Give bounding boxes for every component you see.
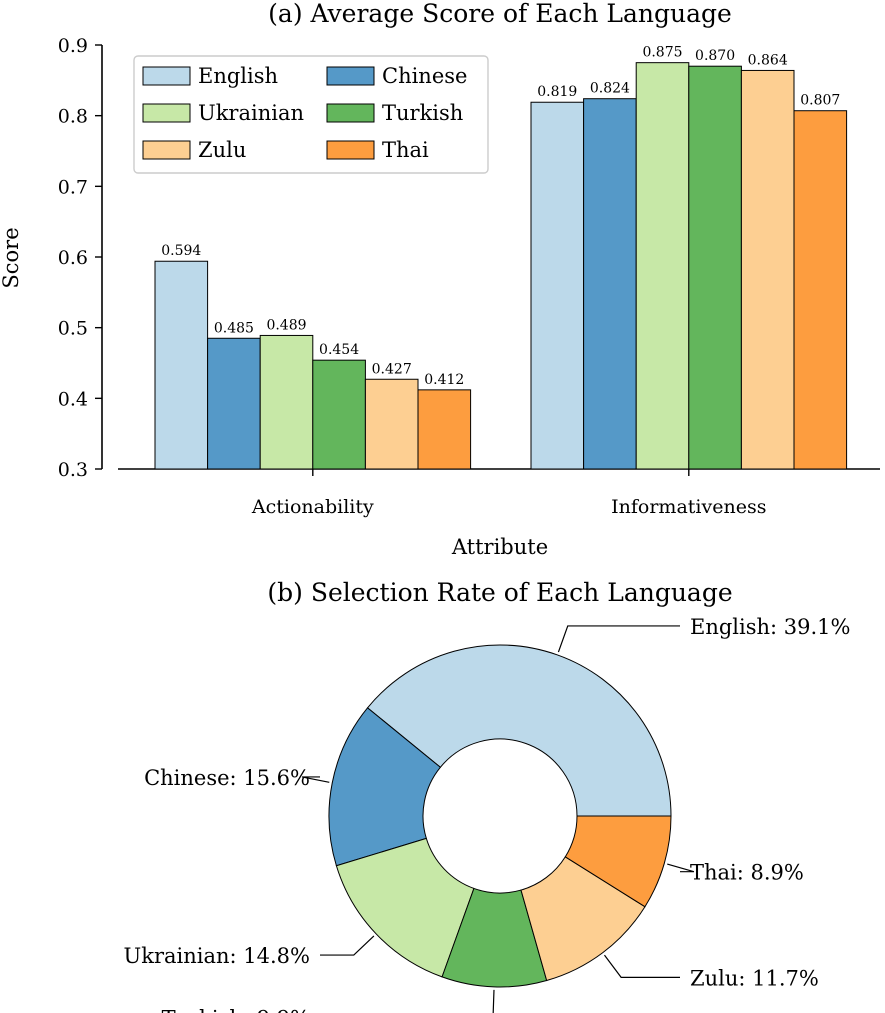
pie-slice-label: Turkish: 9.9%	[162, 1007, 310, 1013]
pie-slice	[366, 644, 672, 817]
bar	[312, 359, 366, 470]
x-tick-label: Informativeness	[611, 496, 766, 518]
pie-slice	[328, 707, 442, 867]
bar-value-label: 0.454	[319, 342, 359, 358]
legend-swatch	[326, 66, 375, 86]
bar-value-label: 0.807	[800, 93, 840, 109]
bar-value-label: 0.427	[372, 361, 412, 377]
bar-value-label: 0.412	[424, 372, 464, 388]
legend: English Chinese Ukrainian Turkish Zulu Thai	[133, 55, 489, 174]
legend-label: Ukrainian	[198, 101, 304, 125]
legend-label: Zulu	[198, 138, 246, 162]
pie-slices	[328, 644, 672, 988]
legend-label: English	[198, 64, 278, 88]
bar-value-label: 0.864	[748, 52, 788, 68]
y-tick-label: 0.9	[58, 35, 88, 57]
bar	[688, 65, 742, 470]
y-tick-label: 0.3	[58, 459, 88, 481]
bar	[154, 260, 209, 470]
legend-label: Chinese	[382, 64, 467, 88]
bar-value-labels: 0.594 0.485 0.489 0.454 0.427 0.412 0.819 0.824…	[161, 45, 840, 388]
legend-frame	[133, 55, 489, 174]
bar	[364, 378, 419, 470]
bar	[259, 334, 314, 470]
pie-slice-label: Thai: 8.9%	[690, 861, 804, 885]
bar	[530, 101, 585, 470]
y-tick-label: 0.4	[58, 388, 88, 410]
leader-line	[492, 989, 495, 1013]
legend-label: Thai	[382, 138, 429, 162]
bar-value-label: 0.489	[266, 317, 306, 333]
legend-label: Turkish	[382, 101, 463, 125]
bar-value-label: 0.870	[695, 48, 735, 64]
x-axis: Actionability Informativeness	[118, 468, 880, 518]
bar	[583, 98, 637, 470]
y-tick-label: 0.7	[58, 176, 88, 198]
bar-value-label: 0.824	[590, 81, 630, 97]
y-axis: 0.3 0.4 0.5 0.6 0.7 0.8 0.9	[58, 35, 103, 481]
bar-value-label: 0.485	[214, 320, 254, 336]
pie-slice-label: English: 39.1%	[690, 615, 851, 639]
bar-chart: (a) Average Score of Each Language Score…	[0, 0, 880, 559]
legend-swatch	[326, 103, 375, 123]
bar-value-label: 0.819	[537, 84, 577, 100]
legend-swatch	[142, 103, 191, 123]
bar	[740, 69, 795, 470]
bar	[417, 389, 472, 470]
pie-chart-title: (b) Selection Rate of Each Language	[267, 578, 732, 607]
pie-chart: (b) Selection Rate of Each Language Engl…	[124, 578, 851, 1013]
leader-line	[603, 954, 680, 978]
leader-line	[557, 625, 680, 653]
y-tick-label: 0.5	[58, 318, 88, 340]
legend-swatch	[142, 140, 191, 160]
bar-group	[154, 62, 848, 470]
bar	[635, 62, 690, 470]
pie-slice	[564, 815, 672, 908]
y-tick-label: 0.6	[58, 247, 88, 269]
bar	[207, 337, 261, 470]
y-axis-label: Score	[0, 227, 23, 288]
bar-value-label: 0.875	[642, 45, 682, 61]
pie-slice	[335, 837, 475, 978]
leader-line	[320, 935, 375, 956]
pie-labels: English: 39.1% Chinese: 15.6% Ukrainian: 1…	[124, 615, 851, 1013]
leader-line	[301, 776, 330, 783]
legend-swatch	[326, 140, 375, 160]
x-tick-label: Actionability	[251, 496, 374, 518]
x-axis-label: Attribute	[451, 535, 548, 559]
legend-swatch	[142, 66, 191, 86]
pie-slice-label: Ukrainian: 14.8%	[124, 944, 310, 968]
pie-slice-label: Zulu: 11.7%	[690, 966, 819, 990]
bar	[793, 110, 848, 470]
y-tick-label: 0.8	[58, 106, 88, 128]
bar-chart-title: (a) Average Score of Each Language	[268, 0, 732, 28]
pie-slice-label: Chinese: 15.6%	[144, 766, 310, 790]
bar-value-label: 0.594	[161, 243, 201, 259]
leader-line	[667, 863, 695, 873]
